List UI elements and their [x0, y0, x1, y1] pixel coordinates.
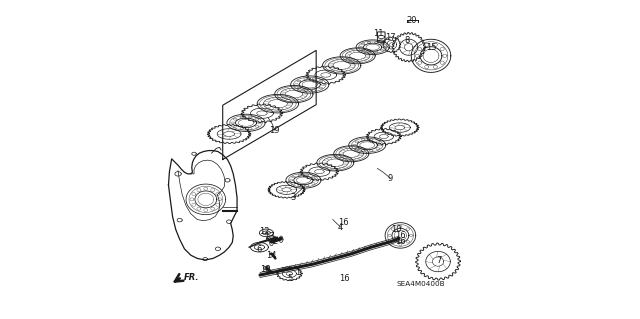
Text: 14: 14 [267, 251, 277, 260]
Text: 4: 4 [338, 223, 344, 232]
Text: 2: 2 [272, 237, 277, 246]
Text: 16: 16 [395, 231, 406, 240]
Text: 10: 10 [391, 225, 402, 234]
Text: 16: 16 [340, 274, 350, 283]
Text: 3: 3 [290, 193, 296, 202]
Text: 8: 8 [404, 36, 410, 45]
Text: 16: 16 [338, 218, 348, 227]
Text: 5: 5 [287, 274, 292, 283]
Text: 19: 19 [269, 126, 280, 135]
Text: 17: 17 [385, 33, 396, 42]
Text: 12: 12 [259, 227, 269, 236]
Text: 18: 18 [260, 265, 271, 274]
Text: SEA4M0400B: SEA4M0400B [397, 281, 445, 287]
Text: 6: 6 [257, 245, 262, 254]
Text: FR.: FR. [184, 273, 199, 282]
Text: 11: 11 [374, 29, 384, 38]
Text: 7: 7 [436, 256, 442, 265]
Text: 15: 15 [426, 43, 436, 52]
Text: 16: 16 [395, 237, 406, 246]
Text: 13: 13 [264, 232, 275, 241]
Text: 1: 1 [295, 268, 300, 277]
Text: 20: 20 [406, 16, 417, 25]
Text: 9: 9 [388, 174, 393, 182]
